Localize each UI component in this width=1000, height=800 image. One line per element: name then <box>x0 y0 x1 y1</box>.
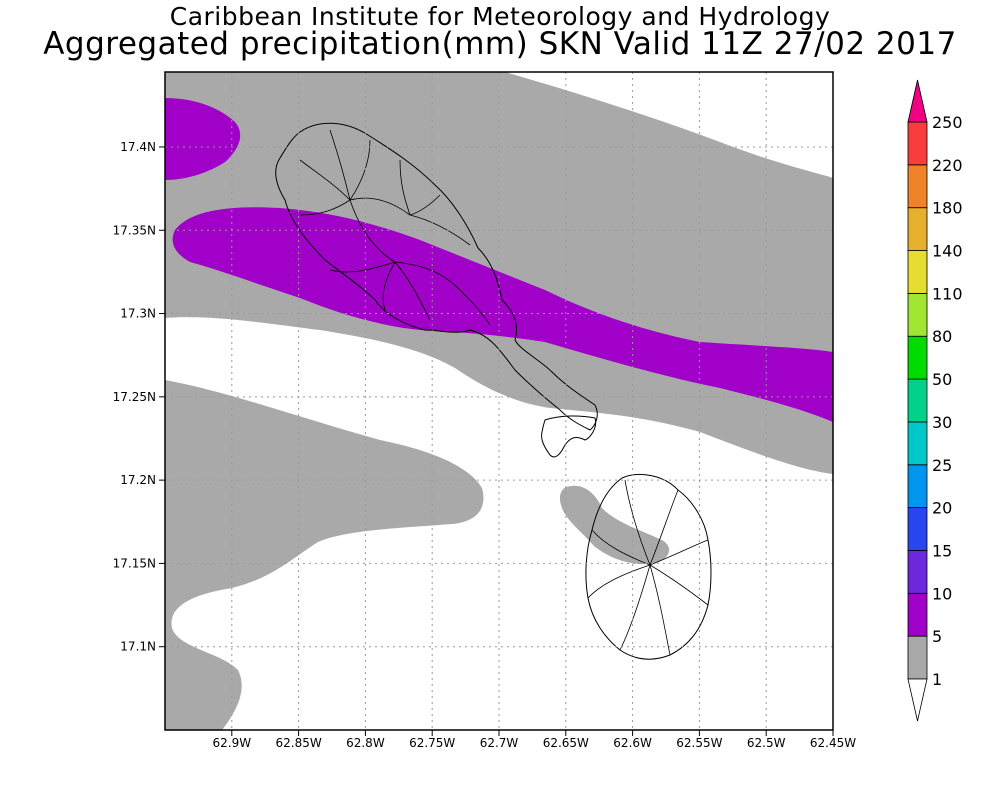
x-tick-label: 62.9W <box>213 736 252 750</box>
legend-label: 110 <box>932 284 963 303</box>
precip-blob-northwest-5-10mm <box>165 98 241 180</box>
legend-swatch <box>907 207 928 251</box>
chart-title-line2: Aggregated precipitation(mm) SKN Valid 1… <box>43 26 957 62</box>
legend-swatch <box>907 635 928 680</box>
precip-band-main-5-10mm <box>172 207 833 422</box>
x-axis: 62.9W 62.85W 62.8W 62.75W 62.7W 62.65W 62.6W 62… <box>213 730 856 750</box>
legend-label: 10 <box>932 584 952 603</box>
x-tick-label: 62.75W <box>409 736 455 750</box>
legend-label: 180 <box>932 199 963 218</box>
x-tick-label: 62.7W <box>480 736 519 750</box>
legend-label: 1 <box>932 670 942 689</box>
legend-bottom-arrow <box>907 678 928 722</box>
y-tick-label: 17.15N <box>113 556 156 570</box>
y-tick-label: 17.25N <box>113 390 156 404</box>
st-kitts-peninsula <box>541 415 597 458</box>
map-grid <box>165 72 833 730</box>
y-tick-label: 17.3N <box>120 307 156 321</box>
legend-swatch <box>907 121 928 166</box>
legend-swatch <box>907 464 928 509</box>
y-axis: 17.4N 17.35N 17.3N 17.25N 17.2N 17.15N 17.1N <box>113 140 165 654</box>
legend-label: 50 <box>932 370 952 389</box>
legend-swatch <box>907 421 928 466</box>
legend-label: 140 <box>932 242 963 261</box>
nevis-watersheds <box>587 479 709 656</box>
chart-title-line1: Caribbean Institute for Meteorology and … <box>169 2 831 31</box>
legend-label: 250 <box>932 113 963 132</box>
x-tick-label: 62.8W <box>346 736 385 750</box>
legend-swatch <box>907 164 928 209</box>
precipitation-field <box>165 72 833 730</box>
st-kitts-coastline <box>275 122 598 431</box>
legend-label: 220 <box>932 156 963 175</box>
y-tick-label: 17.35N <box>113 223 156 237</box>
legend-label: 25 <box>932 456 952 475</box>
x-tick-label: 62.45W <box>810 736 856 750</box>
x-tick-label: 62.65W <box>543 736 589 750</box>
coastlines-watersheds <box>275 122 712 660</box>
x-tick-label: 62.5W <box>747 736 786 750</box>
precip-patch-nevis-1-5mm <box>559 485 670 565</box>
legend-swatch <box>907 292 928 337</box>
x-tick-label: 62.6W <box>613 736 652 750</box>
st-kitts-watersheds <box>299 129 491 326</box>
legend-swatch <box>907 378 928 423</box>
x-tick-label: 62.85W <box>275 736 321 750</box>
legend-label: 20 <box>932 499 952 518</box>
legend-swatch <box>907 250 928 294</box>
legend-swatch <box>907 335 928 380</box>
y-tick-label: 17.1N <box>120 640 156 654</box>
precip-band-southwest-1-5mm <box>165 380 484 730</box>
y-tick-label: 17.4N <box>120 140 156 154</box>
legend-swatch <box>907 507 928 551</box>
x-tick-label: 62.55W <box>676 736 722 750</box>
legend-label: 80 <box>932 327 952 346</box>
y-tick-label: 17.2N <box>120 473 156 487</box>
legend-top-arrow <box>907 79 928 123</box>
legend-swatch <box>907 592 928 637</box>
legend-label: 5 <box>932 627 942 646</box>
legend-swatch <box>907 550 928 594</box>
legend-label: 15 <box>932 541 952 560</box>
legend-label: 30 <box>932 413 952 432</box>
